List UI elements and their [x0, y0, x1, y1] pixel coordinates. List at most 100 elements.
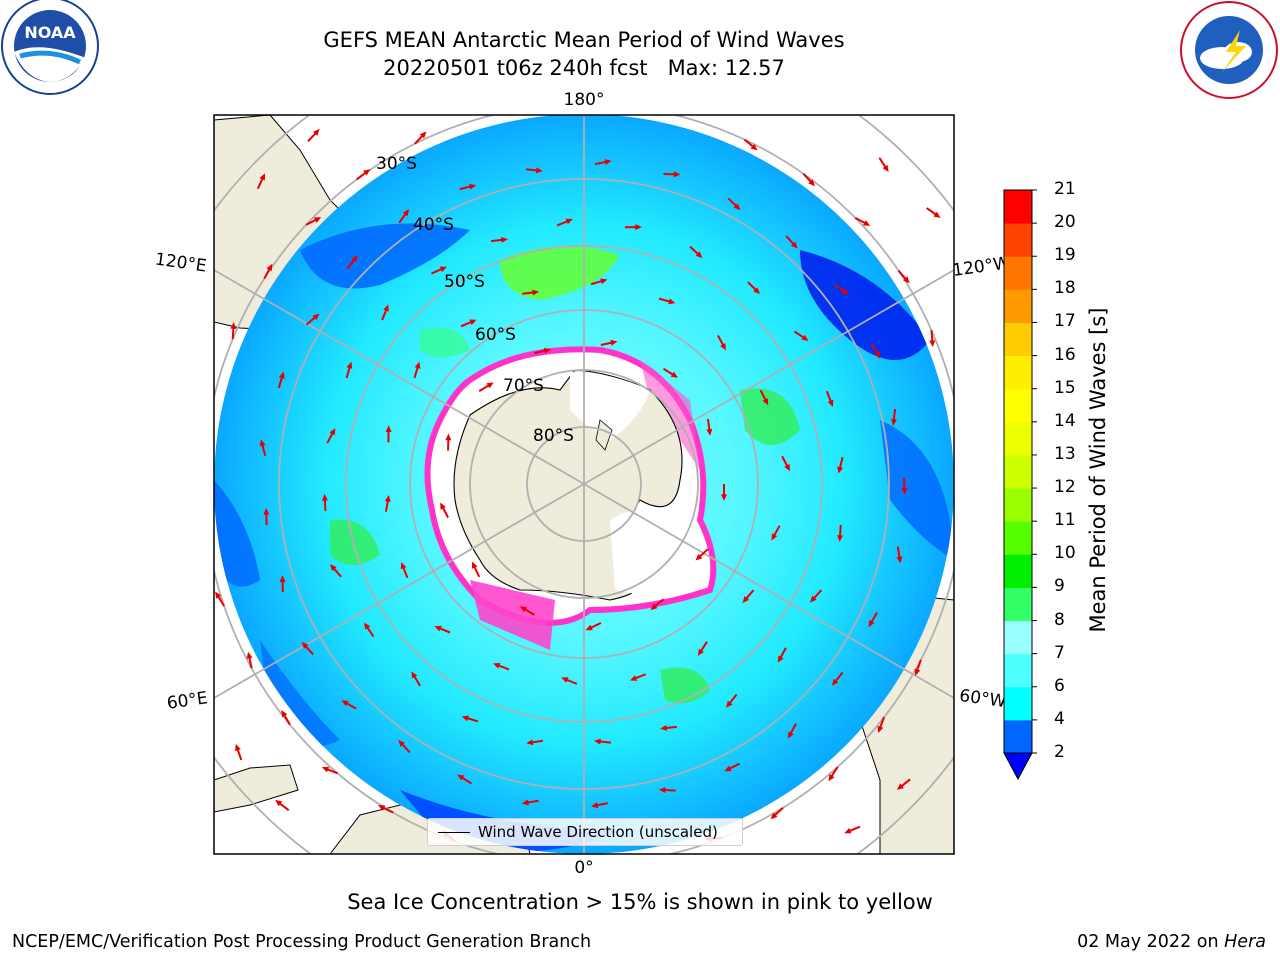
colorbar-tick-label: 18: [1054, 278, 1076, 299]
chart-title: GEFS MEAN Antarctic Mean Period of Wind …: [200, 26, 968, 82]
wave-arrow-head: [351, 255, 358, 263]
lon-label-120w: 120°W: [951, 253, 1011, 281]
lat-label-50s: 50°S: [444, 272, 485, 292]
wave-arrow-head: [384, 494, 391, 503]
noaa-logo-text: NOAA: [24, 23, 76, 42]
colorbar-segment: [1004, 653, 1032, 688]
wave-arrow-head: [809, 595, 817, 603]
wave-arrow-head: [565, 218, 573, 225]
colorbar-tick-label: 17: [1054, 311, 1076, 332]
wave-arrow-head: [445, 433, 452, 441]
wave-arrow-head: [831, 678, 839, 686]
wave-arrow-head: [519, 606, 527, 613]
wave-arrow-head: [770, 812, 778, 820]
colorbar-segment: [1004, 454, 1032, 489]
wave-arrow-head: [929, 340, 936, 348]
wave-arrow-head: [882, 164, 889, 173]
wave-arrow-head: [383, 304, 389, 312]
lat-label-60s: 60°S: [475, 325, 516, 345]
wave-arrow-head: [329, 428, 336, 436]
colorbar-tick-label: 16: [1054, 344, 1076, 365]
wave-arrow-head: [890, 418, 897, 426]
wave-arrow-head: [500, 236, 508, 243]
wave-arrow-head: [874, 351, 881, 359]
wave-arrow-head: [461, 715, 469, 722]
wave-arrow-head: [720, 343, 726, 351]
wave-arrow-head: [469, 319, 477, 326]
lat-label-40s: 40°S: [413, 215, 454, 235]
colorbar-segment: [1004, 521, 1032, 555]
colorbar-tick-label: 13: [1054, 443, 1076, 464]
wave-arrow-head: [673, 171, 681, 178]
wave-arrow-head: [593, 738, 601, 745]
lon-label-0: 0°: [574, 858, 593, 878]
colorbar-tick-label: 14: [1054, 410, 1076, 431]
colorbar-under-arrow: [1003, 752, 1033, 781]
wave-arrow-head: [706, 428, 713, 436]
wave-arrow-head: [312, 128, 320, 136]
wave-arrow-head: [230, 322, 237, 329]
lat-label-30s: 30°S: [376, 154, 417, 174]
wave-arrow-head: [604, 159, 612, 166]
wave-arrow-head: [841, 288, 850, 295]
wave-arrow-head: [635, 224, 642, 231]
wave-arrow-head: [341, 700, 349, 707]
footer-date-text: 02 May 2022 on: [1077, 932, 1225, 952]
wave-arrow-head: [695, 553, 703, 561]
lat-label-80s: 80°S: [533, 426, 574, 446]
wave-arrow-head: [281, 710, 288, 718]
wave-arrow-head: [414, 361, 421, 369]
sea-ice-caption: Sea Ice Concentration > 15% is shown in …: [347, 890, 933, 914]
wave-arrow-head: [493, 662, 501, 669]
colorbar-tick-label: 15: [1054, 377, 1076, 398]
wave-arrow-head: [896, 783, 904, 790]
wave-arrow-head: [808, 179, 816, 187]
colorbar-segment: [1004, 355, 1032, 390]
colorbar-segment: [1004, 620, 1032, 655]
wave-arrow-head: [434, 625, 442, 632]
colorbar-tick-label: 6: [1054, 675, 1065, 696]
colorbar-label: Mean Period of Wind Waves [s]: [1086, 307, 1110, 633]
wave-arrow-head: [863, 220, 871, 226]
wave-arrow-head: [695, 251, 703, 259]
wave-arrow-head: [668, 298, 676, 305]
wave-arrow-head: [364, 622, 371, 630]
wave-arrow-head: [658, 787, 666, 794]
wave-arrow-head: [279, 575, 286, 582]
lon-label-180: 180°: [564, 90, 605, 110]
wave-arrow-head: [439, 266, 447, 273]
wave-arrow-head: [670, 371, 679, 378]
wave-arrow-head: [385, 425, 392, 433]
wave-arrow-head: [275, 799, 283, 807]
colorbar-segment: [1004, 322, 1032, 357]
wave-arrow-head: [259, 439, 266, 447]
wave-arrow-head: [411, 671, 418, 679]
wave-arrow-head: [246, 651, 253, 659]
noaa-logo: NOAA: [1, 0, 99, 95]
colorbar-tick-label: 12: [1054, 477, 1076, 498]
wave-arrow-head: [330, 564, 337, 572]
title-line-2: 20220501 t06z 240h fcst Max: 12.57: [383, 56, 785, 80]
footer-credit: NCEP/EMC/Verification Post Processing Pr…: [12, 932, 592, 952]
wave-arrow-head: [419, 131, 427, 139]
wave-arrow-head: [828, 774, 835, 782]
wave-arrow-head: [868, 619, 875, 628]
wave-arrow-head: [724, 765, 732, 772]
wave-arrow-head: [787, 731, 794, 739]
graticule: [214, 115, 954, 854]
colorbar-tick-label: 7: [1054, 642, 1065, 663]
wave-arrow-head: [827, 399, 834, 407]
wave-arrow-head: [733, 203, 741, 211]
colorbar-segment: [1004, 388, 1032, 423]
wave-arrow-head: [468, 183, 477, 190]
wave-arrow-head: [721, 494, 727, 501]
wave-arrow-head: [535, 167, 543, 174]
colorbar-tick-label: 10: [1054, 543, 1076, 564]
wave-arrow-head: [561, 677, 569, 683]
wave-arrow-head: [400, 561, 407, 570]
wave-arrow-head: [486, 382, 494, 389]
colorbar-tick-label: 19: [1054, 245, 1076, 266]
colorbar-tick-label: 20: [1054, 212, 1076, 233]
colorbar-segment: [1004, 488, 1032, 522]
wave-arrow-head: [777, 655, 784, 663]
